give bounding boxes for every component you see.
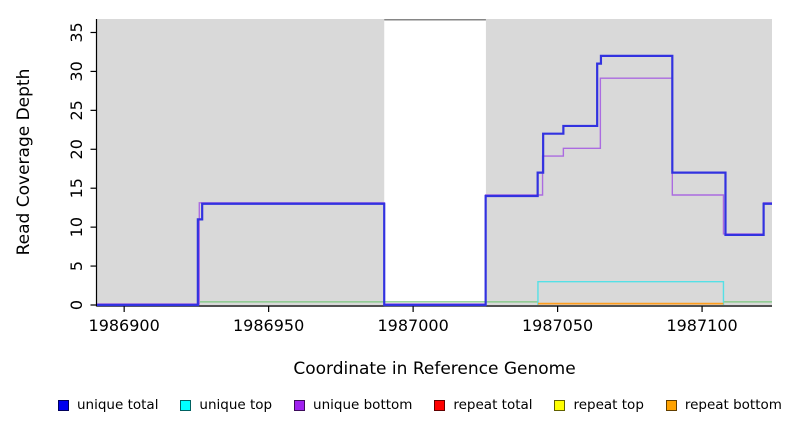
legend-item: repeat bottom (665, 397, 782, 413)
x-tick-label: 1987050 (522, 316, 593, 335)
legend-key-swatch (665, 399, 677, 411)
legend-label: repeat top (573, 397, 644, 413)
legend-item: repeat top (554, 397, 644, 413)
chart-area: 1986900 1986950 1987000 1987050 1987100 0 5 10 1… (14, 19, 772, 379)
x-tick-label: 1987000 (377, 316, 448, 335)
x-axis-title: Coordinate in Reference Genome (293, 359, 575, 379)
x-tick-label: 1986900 (89, 316, 160, 335)
legend-item: repeat total (434, 397, 533, 413)
y-axis-title: Read Coverage Depth (14, 69, 34, 256)
y-tick-label: 5 (67, 261, 86, 271)
legend-label: unique bottom (313, 397, 413, 413)
legend-label: repeat total (453, 397, 533, 413)
legend-label: repeat bottom (684, 397, 782, 413)
legend-key-swatch (180, 399, 192, 411)
y-tick-label: 25 (67, 100, 86, 120)
y-tick-label: 15 (67, 178, 86, 198)
mask-region (384, 19, 486, 307)
legend-label: unique top (199, 397, 273, 413)
legend-key-swatch (434, 399, 446, 411)
legend-key-swatch (294, 399, 306, 411)
legend-item: unique top (180, 397, 272, 413)
chart-svg: 1986900 1986950 1987000 1987050 1987100 0 5 10 1… (14, 19, 772, 379)
legend-item: unique total (58, 397, 158, 413)
legend-key-swatch (554, 399, 566, 411)
x-tick-label: 1987100 (666, 316, 737, 335)
y-tick-label: 20 (67, 139, 86, 159)
legend-item: unique bottom (294, 397, 412, 413)
series-line-unique-total (97, 54, 772, 307)
y-tick-label: 30 (67, 61, 86, 81)
chart-legend: unique total unique top unique bottom repea… (0, 397, 792, 413)
y-tick-label: 35 (67, 22, 86, 42)
legend-label: unique total (77, 397, 159, 413)
series-line-unique-top (537, 280, 725, 305)
legend-key-swatch (58, 399, 69, 411)
x-tick-label: 1986950 (233, 316, 304, 335)
y-tick-label: 10 (67, 217, 86, 237)
y-tick-label: 0 (67, 300, 86, 310)
